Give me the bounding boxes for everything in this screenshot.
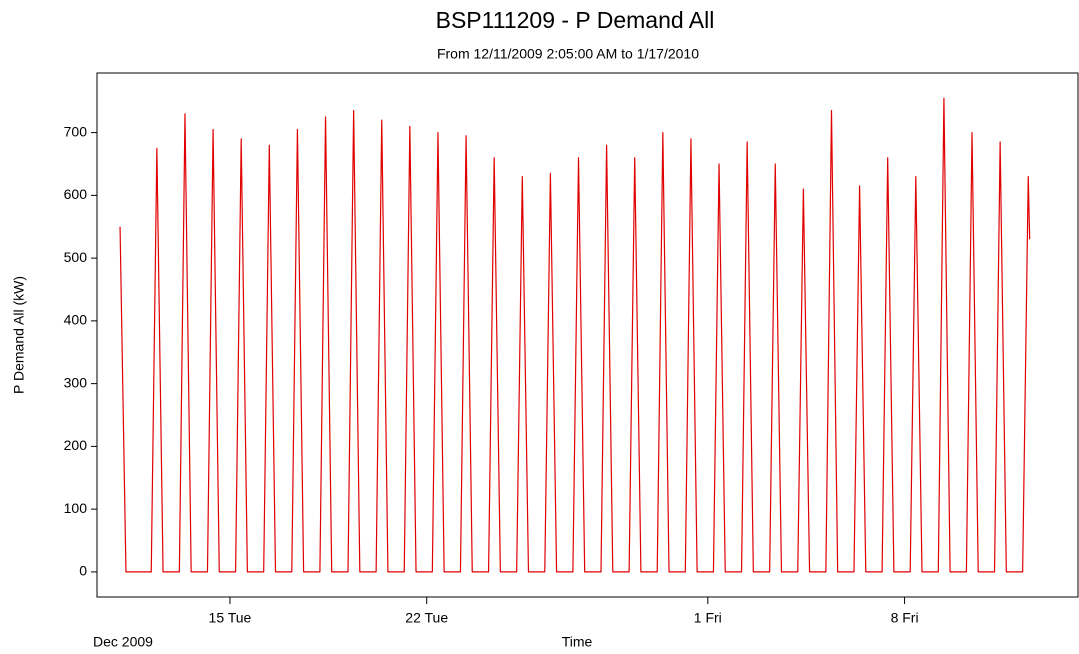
y-tick-label: 600	[64, 186, 88, 202]
y-tick-label: 0	[79, 563, 87, 579]
y-tick-label: 200	[64, 437, 88, 453]
y-axis-label: P Demand All (kW)	[11, 276, 27, 394]
chart-subtitle: From 12/11/2009 2:05:00 AM to 1/17/2010	[437, 46, 699, 62]
y-tick-label: 700	[64, 123, 88, 139]
x-tick-label: 22 Tue	[405, 610, 448, 626]
chart-title: BSP111209 - P Demand All	[436, 7, 715, 33]
plot-frame	[96, 72, 1079, 598]
x-tick-label: 15 Tue	[209, 610, 252, 626]
x-axis-label: Time	[562, 634, 593, 650]
x-tick-label: 8 Fri	[891, 610, 919, 626]
y-tick-label: 300	[64, 374, 88, 390]
y-tick-label: 100	[64, 500, 88, 516]
x-tick-label: 1 Fri	[694, 610, 722, 626]
data-line	[119, 97, 1031, 573]
x-period-label: Dec 2009	[93, 634, 153, 650]
y-tick-label: 400	[64, 312, 88, 328]
y-tick-label: 500	[64, 249, 88, 265]
